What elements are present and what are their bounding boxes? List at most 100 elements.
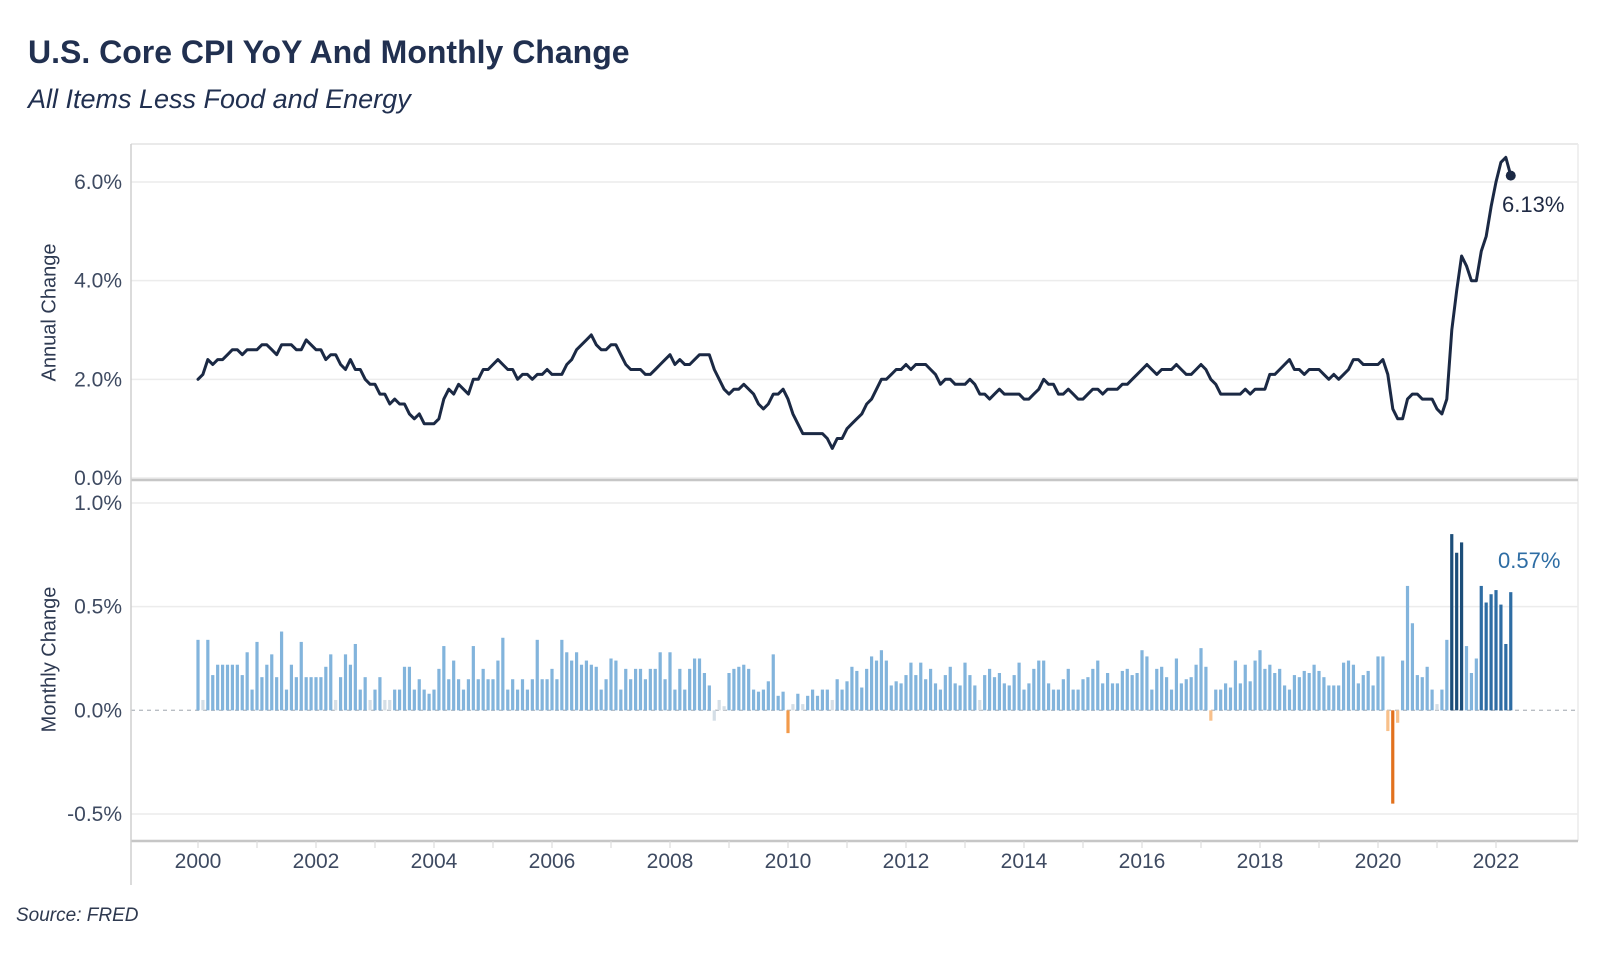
monthly-bar-2003-09[interactable] — [412, 689, 416, 711]
monthly-bar-2017-02[interactable] — [1204, 666, 1208, 711]
monthly-bar-2004-08[interactable] — [466, 679, 471, 711]
monthly-bar-2009-03[interactable] — [737, 666, 741, 711]
monthly-bar-2008-09[interactable] — [707, 685, 711, 711]
monthly-bar-2015-09[interactable] — [1120, 670, 1124, 711]
monthly-bar-2021-09[interactable] — [1474, 658, 1478, 711]
monthly-bar-2015-02[interactable] — [1086, 677, 1090, 711]
monthly-bar-2003-10[interactable] — [417, 679, 421, 711]
monthly-bar-2021-10[interactable] — [1479, 585, 1483, 711]
monthly-bar-2014-09[interactable] — [1061, 679, 1065, 711]
monthly-bar-2007-07[interactable] — [638, 668, 643, 711]
monthly-bar-2018-02[interactable] — [1263, 668, 1267, 711]
monthly-bar-2005-02[interactable] — [496, 660, 500, 711]
monthly-bar-2011-01[interactable] — [845, 681, 849, 711]
monthly-bar-2002-06[interactable] — [338, 677, 343, 711]
monthly-bar-2020-09[interactable] — [1415, 675, 1419, 711]
monthly-bar-2014-07[interactable] — [1051, 689, 1056, 711]
monthly-bar-2005-04[interactable] — [506, 689, 510, 711]
monthly-bar-2009-06[interactable] — [751, 689, 756, 711]
monthly-bar-2010-01[interactable] — [786, 710, 790, 734]
monthly-bar-2001-09[interactable] — [294, 677, 298, 711]
monthly-bar-2010-12[interactable] — [840, 689, 844, 711]
monthly-bar-2014-12[interactable] — [1076, 689, 1080, 711]
monthly-bar-2014-08[interactable] — [1056, 689, 1061, 711]
monthly-bar-2021-02[interactable] — [1440, 689, 1444, 711]
monthly-bar-2004-02[interactable] — [437, 668, 441, 711]
monthly-bar-2020-04[interactable] — [1391, 710, 1395, 804]
monthly-bar-2015-12[interactable] — [1135, 673, 1139, 711]
monthly-bar-2010-07[interactable] — [815, 695, 820, 711]
monthly-bar-2012-09[interactable] — [943, 675, 947, 711]
monthly-bar-2013-09[interactable] — [1002, 683, 1006, 711]
monthly-bar-2017-03[interactable] — [1209, 710, 1213, 721]
monthly-bar-2007-04[interactable] — [624, 668, 628, 711]
monthly-bar-2006-03[interactable] — [560, 639, 564, 711]
monthly-bar-2010-05[interactable] — [806, 695, 810, 711]
monthly-bar-2012-08[interactable] — [938, 689, 943, 711]
monthly-bar-2009-12[interactable] — [781, 691, 785, 711]
monthly-bar-2002-11[interactable] — [363, 677, 367, 711]
monthly-bar-2009-05[interactable] — [747, 668, 751, 711]
monthly-bar-2007-02[interactable] — [614, 660, 618, 711]
monthly-bar-2007-05[interactable] — [629, 679, 633, 711]
monthly-bar-2004-07[interactable] — [461, 689, 466, 711]
monthly-bar-2001-04[interactable] — [270, 654, 274, 711]
monthly-bar-2003-01[interactable] — [373, 689, 377, 711]
monthly-bar-2008-01[interactable] — [668, 652, 672, 711]
monthly-bar-2011-04[interactable] — [860, 687, 864, 711]
monthly-bar-2000-09[interactable] — [235, 664, 239, 711]
monthly-bar-2021-11[interactable] — [1484, 602, 1488, 711]
annual-change-line[interactable] — [196, 155, 1513, 450]
monthly-bar-2019-12[interactable] — [1371, 685, 1375, 711]
monthly-bar-2012-10[interactable] — [948, 666, 952, 711]
monthly-bar-2015-04[interactable] — [1096, 660, 1100, 711]
monthly-bar-2006-05[interactable] — [570, 660, 574, 711]
monthly-bar-2001-02[interactable] — [260, 677, 264, 711]
monthly-bar-2021-07[interactable] — [1464, 646, 1469, 711]
monthly-bar-2011-08[interactable] — [879, 650, 884, 711]
monthly-bar-2019-10[interactable] — [1361, 675, 1365, 711]
monthly-bar-2007-11[interactable] — [658, 652, 662, 711]
monthly-bar-2008-04[interactable] — [683, 689, 687, 711]
monthly-bar-2004-04[interactable] — [447, 679, 451, 711]
monthly-bar-2010-09[interactable] — [825, 689, 829, 711]
monthly-bar-2005-08[interactable] — [525, 689, 530, 711]
monthly-bar-2016-02[interactable] — [1145, 656, 1149, 711]
monthly-bar-2020-02[interactable] — [1381, 656, 1385, 711]
monthly-bar-2003-04[interactable] — [388, 699, 392, 711]
monthly-bar-2016-09[interactable] — [1179, 683, 1183, 711]
monthly-bar-2021-12[interactable] — [1489, 594, 1493, 711]
monthly-bar-2010-03[interactable] — [796, 693, 800, 711]
monthly-bar-2011-11[interactable] — [894, 681, 898, 711]
monthly-bar-2020-11[interactable] — [1425, 666, 1429, 711]
monthly-bar-2013-04[interactable] — [978, 699, 982, 711]
monthly-bar-2020-12[interactable] — [1430, 689, 1434, 711]
monthly-bar-2016-01[interactable] — [1140, 650, 1144, 711]
monthly-bar-2007-01[interactable] — [609, 658, 613, 711]
monthly-bar-2017-04[interactable] — [1214, 689, 1218, 711]
monthly-bar-2012-04[interactable] — [919, 662, 923, 711]
monthly-bar-2004-10[interactable] — [476, 679, 480, 711]
monthly-bar-2022-04[interactable] — [1509, 592, 1513, 711]
monthly-bar-2019-09[interactable] — [1356, 683, 1360, 711]
monthly-bar-2009-07[interactable] — [756, 691, 761, 711]
monthly-bar-2008-03[interactable] — [678, 668, 682, 711]
monthly-bar-2013-02[interactable] — [968, 675, 972, 711]
monthly-bar-2009-11[interactable] — [776, 695, 780, 711]
monthly-bar-2016-06[interactable] — [1164, 677, 1169, 711]
monthly-bar-2005-05[interactable] — [511, 679, 515, 711]
monthly-bar-2000-12[interactable] — [250, 689, 254, 711]
monthly-bar-2019-05[interactable] — [1337, 685, 1341, 711]
monthly-bar-2004-06[interactable] — [456, 679, 461, 711]
monthly-bar-2007-08[interactable] — [643, 679, 648, 711]
monthly-bar-2004-01[interactable] — [432, 689, 436, 711]
monthly-bar-2006-12[interactable] — [604, 679, 608, 711]
monthly-bar-2008-06[interactable] — [692, 658, 697, 711]
monthly-bar-2003-06[interactable] — [397, 689, 402, 711]
monthly-bar-2010-02[interactable] — [791, 704, 795, 711]
monthly-bar-2004-11[interactable] — [481, 668, 485, 711]
monthly-bar-2017-05[interactable] — [1219, 689, 1223, 711]
monthly-bar-2016-03[interactable] — [1150, 689, 1154, 711]
monthly-bar-2020-01[interactable] — [1376, 656, 1380, 711]
monthly-bar-2015-06[interactable] — [1105, 673, 1110, 711]
